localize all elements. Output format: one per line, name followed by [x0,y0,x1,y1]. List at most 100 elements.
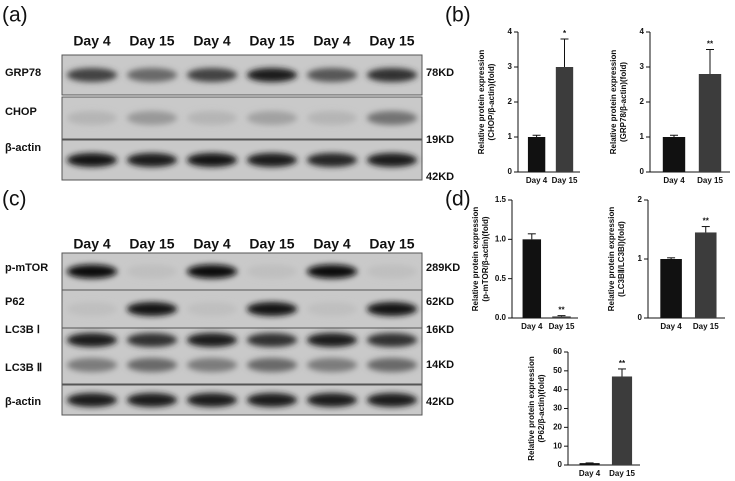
blot-strip [61,252,423,291]
bar [552,316,571,318]
blot-band [246,302,298,316]
blot-band [66,111,118,125]
bar [660,259,682,318]
x-tick-label: Day 4 [521,322,543,331]
bar [662,137,686,172]
lane-header: Day 15 [129,236,174,252]
blot-band [306,393,358,407]
x-tick-label: Day 15 [693,322,719,331]
blot-band [126,153,178,167]
x-tick-label: Day 4 [526,176,548,185]
x-tick-label: Day 15 [609,469,635,478]
blot-band [366,333,418,347]
y-axis-label: Relative protein expression [527,356,536,461]
blot-band [366,68,418,82]
kd-label: 14KD [426,359,454,371]
blot-band [186,358,238,372]
blot-band [246,264,298,279]
lane-header: Day 4 [313,236,351,252]
bar [527,137,546,172]
y-tick-label: 2 [638,195,643,204]
blot-band [126,264,178,279]
bar [611,376,633,465]
blot-strip [61,327,423,385]
row-label: LC3B Ⅰ [5,324,40,336]
y-axis-label: (GRP78/β-actin)(fold) [619,62,628,142]
row-label: GRP78 [5,67,41,79]
blot-strip [61,139,423,181]
blot-band [186,302,238,316]
row-label: CHOP [5,106,37,118]
kd-label: 16KD [426,324,454,336]
blot-band [126,302,178,316]
blot-band [246,358,298,372]
significance: ** [707,40,714,49]
blot-band [66,264,118,279]
blot-band [246,333,298,347]
y-tick-label: 2 [640,97,645,106]
blot-band [366,111,418,125]
y-tick-label: 1 [640,132,645,141]
blot-band [66,302,118,316]
y-tick-label: 60 [553,347,562,356]
significance: * [563,29,567,38]
x-tick-label: Day 4 [663,176,685,185]
panel-label: (c) [2,188,27,211]
blot-band [126,358,178,372]
y-axis-label: Relative protein expression [607,207,616,312]
row-label: p-mTOR [5,262,48,274]
bar [555,67,574,172]
y-axis-label: (p-mTOR/β-actin)(fold) [481,216,490,302]
lane-header: Day 4 [313,33,351,49]
blot-band [366,358,418,372]
y-tick-label: 30 [553,404,562,413]
x-tick-label: Day 4 [660,322,682,331]
significance: ** [703,217,710,226]
y-tick-label: 0.5 [495,274,507,283]
blot-band [66,393,118,407]
lane-header: Day 4 [193,33,231,49]
blot-band [126,111,178,125]
blot-band [186,264,238,279]
kd-label: 62KD [426,296,454,308]
significance: ** [558,306,565,315]
blot-band [366,393,418,407]
blot-band [306,333,358,347]
blot-band [126,393,178,407]
y-tick-label: 20 [553,422,562,431]
blot-band [66,333,118,347]
y-tick-label: 2 [508,97,513,106]
blot-band [66,153,118,167]
blot-band [186,333,238,347]
blot-band [246,68,298,82]
y-tick-label: 0 [508,167,513,176]
blot-band [126,333,178,347]
bar [694,232,717,318]
kd-label: 42KD [426,171,454,183]
y-tick-label: 1.5 [495,195,507,204]
lane-header: Day 15 [249,236,294,252]
lane-header: Day 15 [129,33,174,49]
bar [579,463,600,465]
lane-header: Day 15 [369,236,414,252]
y-tick-label: 4 [508,27,513,36]
y-axis-label: (CHOP/β-actin)(fold) [487,63,496,140]
blot-band [366,264,418,279]
blot-band [306,111,358,125]
bar [698,74,722,172]
y-axis-label: (LC3BⅡ/LC3BⅠ)(fold) [617,221,626,297]
y-axis-label: Relative protein expression [477,50,486,155]
y-tick-label: 3 [508,62,513,71]
blot-band [186,153,238,167]
row-label: P62 [5,296,25,308]
blot-strip [61,96,423,140]
bar [522,239,542,318]
lane-header: Day 15 [249,33,294,49]
blot-band [366,302,418,316]
y-tick-label: 50 [553,366,562,375]
x-tick-label: Day 15 [552,176,578,185]
blot-band [306,302,358,316]
lane-header: Day 15 [369,33,414,49]
y-axis-label: (P62/β-actin)(fold) [537,374,546,442]
